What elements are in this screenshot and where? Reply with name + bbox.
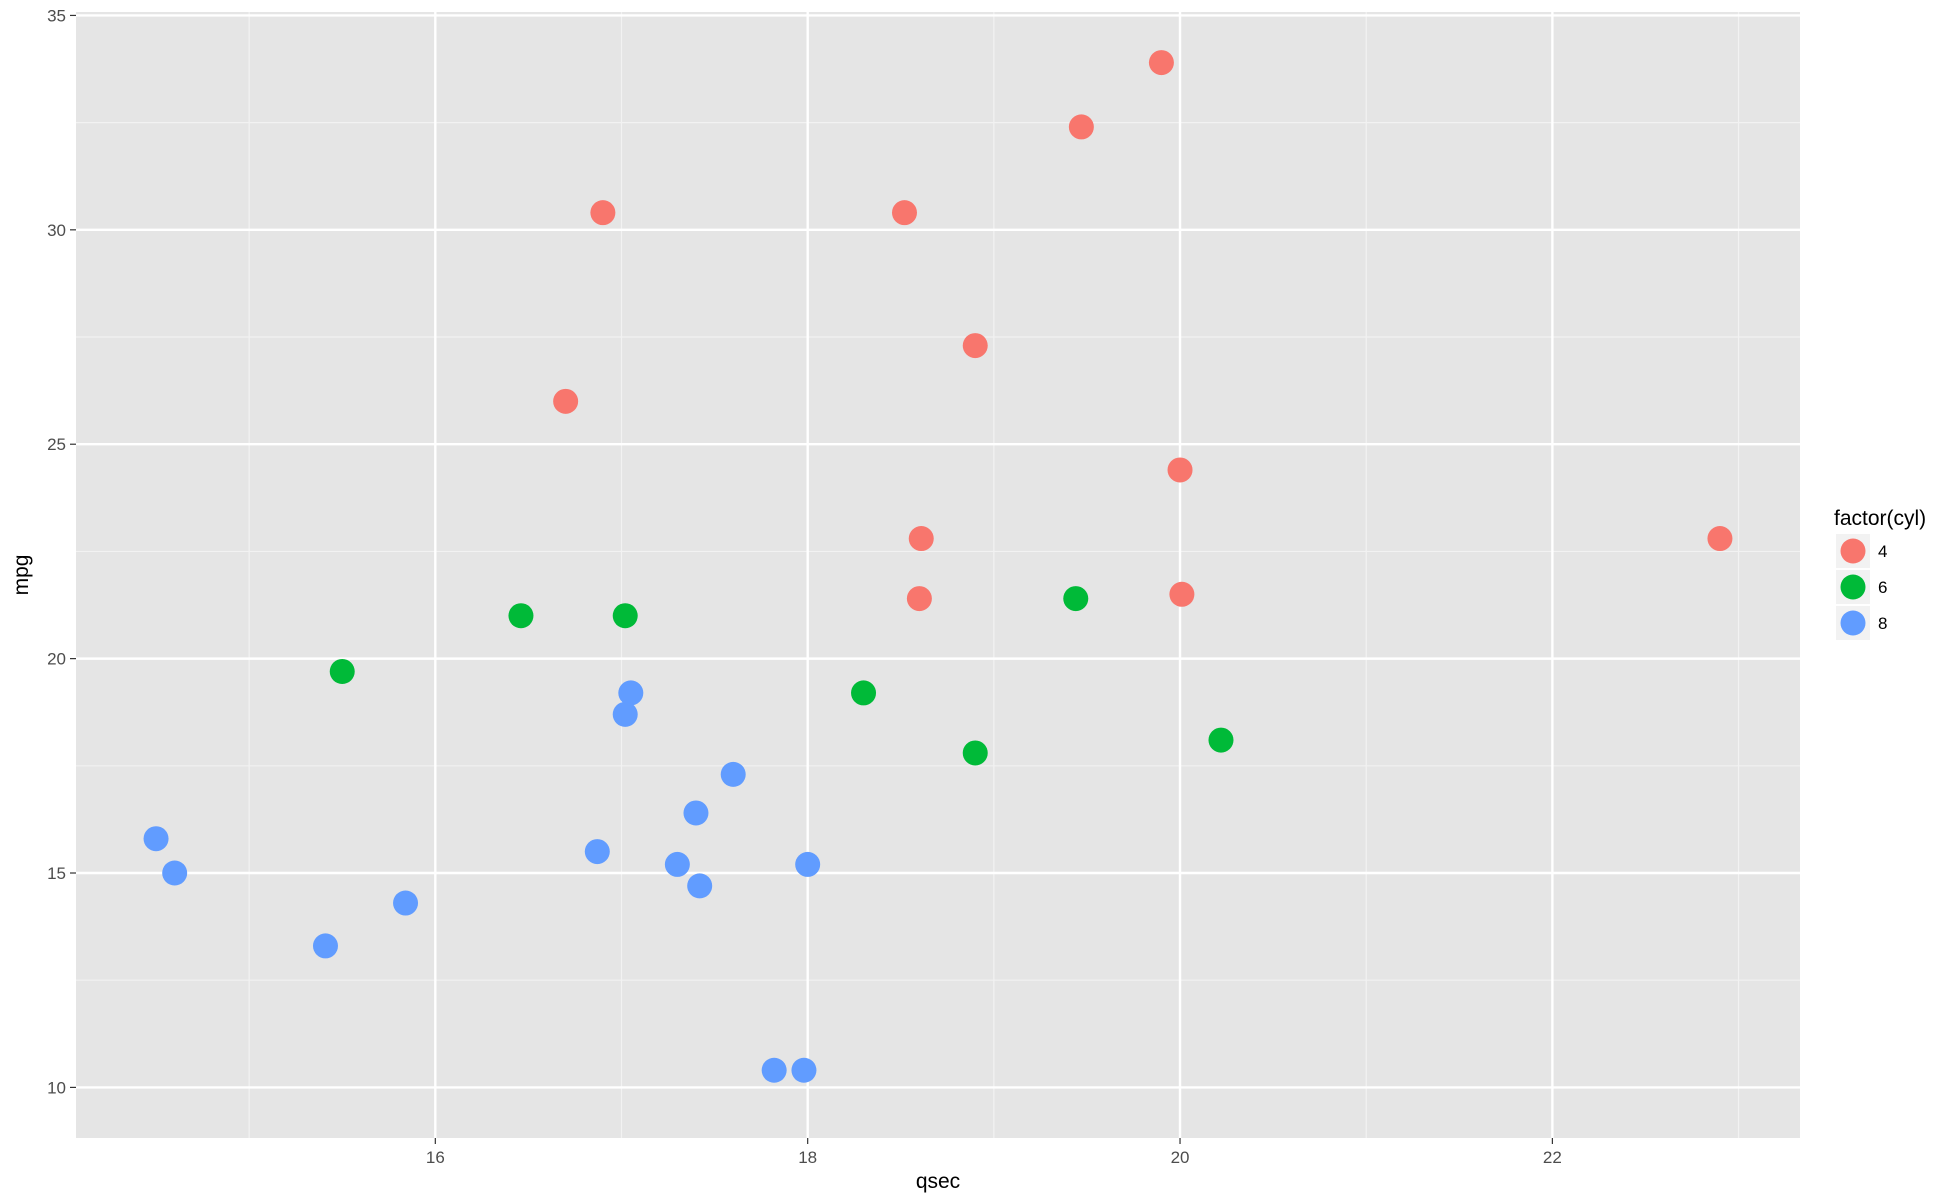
data-point-cyl-4 [590,200,616,226]
legend-items: 4 6 8 [1836,534,1887,640]
data-point-cyl-4 [1167,457,1193,483]
data-point-cyl-8 [312,933,338,959]
legend-key-4 [1840,538,1866,564]
data-point-cyl-4 [891,200,917,226]
x-tick-label: 16 [426,1148,445,1167]
data-point-cyl-6 [612,603,638,629]
data-point-cyl-8 [584,839,610,865]
y-tick-label: 25 [47,435,66,454]
panel-background [76,12,1800,1138]
data-point-cyl-6 [962,740,988,766]
data-point-cyl-8 [664,851,690,877]
data-point-cyl-8 [683,800,709,826]
data-point-cyl-8 [720,761,746,787]
y-tick-label: 15 [47,864,66,883]
data-point-cyl-4 [906,586,932,612]
y-axis: 10 15 20 25 30 35 [47,6,76,1097]
data-point-cyl-8 [393,890,419,916]
legend-label-8: 8 [1878,614,1887,633]
data-point-cyl-4 [553,388,579,414]
data-points [143,50,1733,1083]
y-tick-label: 20 [47,650,66,669]
data-point-cyl-8 [143,826,169,852]
legend: factor(cyl) 4 6 8 [1834,507,1926,640]
data-point-cyl-6 [1063,586,1089,612]
legend-label-6: 6 [1878,578,1887,597]
data-point-cyl-8 [162,860,188,886]
data-point-cyl-4 [1068,114,1094,140]
legend-key-6 [1840,574,1866,600]
data-point-cyl-4 [962,333,988,359]
legend-key-8 [1840,610,1866,636]
data-point-cyl-6 [851,680,877,706]
major-gridlines [76,12,1800,1138]
data-point-cyl-8 [791,1057,817,1083]
y-tick-label: 30 [47,221,66,240]
data-point-cyl-8 [687,873,713,899]
data-point-cyl-8 [795,851,821,877]
y-axis-title: mpg [10,555,33,596]
x-tick-label: 20 [1171,1148,1190,1167]
x-tick-label: 18 [798,1148,817,1167]
legend-title: factor(cyl) [1834,507,1926,530]
data-point-cyl-8 [618,680,644,706]
x-axis: 16 18 20 22 [426,1138,1562,1167]
data-point-cyl-4 [1148,50,1174,76]
y-tick-label: 35 [47,6,66,25]
y-tick-label: 10 [47,1078,66,1097]
data-point-cyl-8 [761,1057,787,1083]
x-axis-title: qsec [916,1170,960,1193]
data-point-cyl-6 [1208,727,1234,753]
data-point-cyl-4 [1707,526,1733,552]
legend-label-4: 4 [1878,542,1887,561]
data-point-cyl-4 [1169,581,1195,607]
data-point-cyl-6 [508,603,534,629]
x-tick-label: 22 [1543,1148,1562,1167]
data-point-cyl-8 [612,701,638,727]
data-point-cyl-4 [908,526,934,552]
minor-gridlines [76,12,1800,1138]
data-point-cyl-6 [329,658,355,684]
